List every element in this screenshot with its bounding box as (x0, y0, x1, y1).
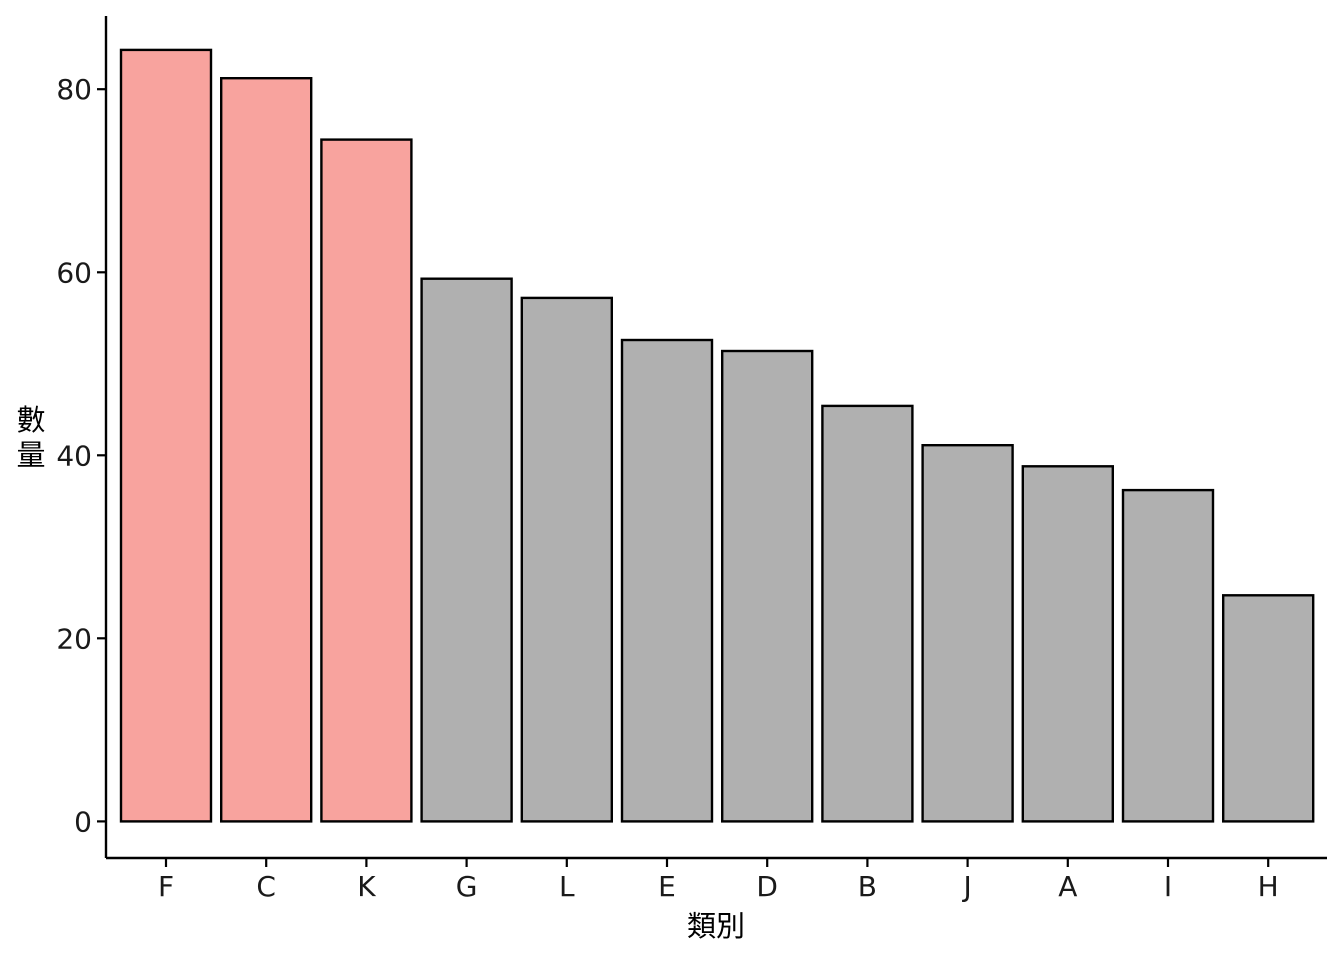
x-tick-label-E: E (658, 870, 676, 903)
bar-A (1021, 465, 1114, 823)
bar-B (821, 404, 914, 823)
bar-L (520, 296, 613, 823)
y-tick-label-40: 40 (56, 439, 92, 472)
y-tick-label-0: 0 (74, 805, 92, 838)
x-tick-label-D: D (756, 870, 778, 903)
bar-E (620, 338, 714, 823)
x-tick-label-H: H (1258, 870, 1279, 903)
x-axis-title: 類別 (687, 909, 745, 943)
y-tick-label-80: 80 (56, 73, 92, 106)
bar-D (721, 349, 814, 823)
x-tick-label-B: B (858, 870, 877, 903)
bar-F (119, 48, 213, 823)
y-axis-title-line-2: 量 (16, 438, 45, 472)
bar-C (219, 76, 313, 823)
bar-J (921, 444, 1014, 823)
y-axis-title-line-1: 數 (16, 403, 45, 437)
x-tick-label-I: I (1164, 870, 1172, 903)
x-tick-label-L: L (559, 870, 575, 903)
x-tick-label-F: F (158, 870, 174, 903)
bar-H (1221, 594, 1315, 823)
y-tick-label-20: 20 (56, 622, 92, 655)
x-tick-label-K: K (357, 870, 376, 903)
bar-G (420, 277, 513, 823)
bars-group (119, 48, 1315, 823)
y-tick-label-60: 60 (56, 256, 92, 289)
x-tick-label-J: J (961, 870, 971, 903)
x-tick-label-A: A (1058, 870, 1077, 903)
bar-K (320, 138, 413, 823)
y-axis-ticks: 0 20 40 60 80 (56, 73, 106, 838)
x-tick-label-C: C (256, 870, 276, 903)
bar-I (1121, 488, 1215, 823)
x-tick-label-G: G (456, 870, 478, 903)
